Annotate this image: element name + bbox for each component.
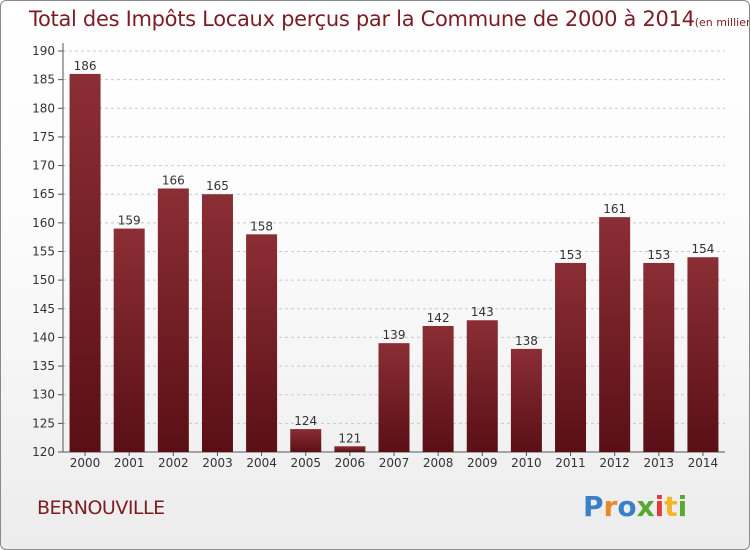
data-label-2008: 142	[427, 311, 450, 325]
x-tick-label-2001: 2001	[114, 456, 145, 470]
bar-2000	[69, 73, 101, 453]
logo-letter: r	[603, 490, 618, 523]
logo-letter: P	[583, 490, 604, 523]
bar-2010	[510, 348, 542, 452]
bar-2003	[201, 194, 233, 452]
y-tick-label: 130	[32, 388, 55, 402]
x-tick-label-2006: 2006	[335, 456, 366, 470]
bar-2011	[555, 262, 587, 452]
data-label-2003: 165	[206, 179, 229, 193]
logo-letter: o	[617, 490, 637, 523]
data-label-2001: 159	[118, 214, 141, 228]
logo-letter: i	[654, 490, 665, 523]
data-label-2007: 139	[383, 328, 406, 342]
data-label-2013: 153	[647, 248, 670, 262]
y-tick-labels: 120 125 130 135 140 145 150 155 160 165 170 175 180 1…	[32, 44, 55, 459]
y-tick-label: 135	[32, 359, 55, 373]
x-tick-label-2002: 2002	[158, 456, 189, 470]
x-tick-label-2004: 2004	[246, 456, 277, 470]
x-tick-labels: 2000 2001 2002 2003 2004 2005 2006 2007 2008 2009…	[70, 456, 718, 470]
data-label-2006: 121	[338, 431, 361, 445]
y-tick-label: 175	[32, 130, 55, 144]
x-tick-label-2008: 2008	[423, 456, 454, 470]
bar-2005	[290, 429, 322, 452]
data-label-2005: 124	[294, 414, 317, 428]
data-label-2009: 143	[471, 305, 494, 319]
y-tick-label: 180	[32, 101, 55, 115]
x-tick-label-2010: 2010	[511, 456, 542, 470]
data-label-2000: 186	[74, 59, 97, 73]
data-label-2010: 138	[515, 334, 538, 348]
data-labels: 186 159 166 165 158 124 121 139 142 143 138 153 161 1…	[74, 59, 715, 445]
logo-letter: x	[636, 490, 655, 523]
y-tick-label: 140	[32, 330, 55, 344]
bar-2004	[246, 234, 278, 452]
x-tick-label-2000: 2000	[70, 456, 101, 470]
data-label-2014: 154	[691, 242, 714, 256]
logo-letter: t	[664, 490, 678, 523]
y-tick-label: 150	[32, 273, 55, 287]
bar-2008	[422, 325, 454, 452]
bar-2009	[466, 320, 498, 452]
x-tick-label-2014: 2014	[688, 456, 719, 470]
y-tick-label: 170	[32, 159, 55, 173]
chart-title: Total des Impôts Locaux perçus par la Co…	[29, 7, 695, 31]
bar-2006	[334, 446, 366, 452]
x-tick-label-2003: 2003	[202, 456, 233, 470]
bar-2014	[687, 257, 719, 452]
y-tick-label: 120	[32, 445, 55, 459]
data-label-2011: 153	[559, 248, 582, 262]
logo-letter: i	[677, 490, 688, 523]
bar-2007	[378, 343, 410, 452]
proxiti-logo: Proxiti	[583, 490, 687, 523]
y-tick-label: 160	[32, 216, 55, 230]
data-label-2004: 158	[250, 219, 273, 233]
x-tick-label-2009: 2009	[467, 456, 498, 470]
y-tick-label: 155	[32, 245, 55, 259]
x-tick-label-2013: 2013	[644, 456, 675, 470]
x-tick-label-2011: 2011	[555, 456, 586, 470]
data-label-2012: 161	[603, 202, 626, 216]
y-tick-label: 145	[32, 302, 55, 316]
y-tick-label: 190	[32, 44, 55, 58]
x-tick-label-2007: 2007	[379, 456, 410, 470]
y-tick-label: 165	[32, 187, 55, 201]
chart-title-block: Total des Impôts Locaux perçus par la Co…	[29, 7, 749, 31]
bar-2001	[113, 228, 145, 452]
bar-2002	[157, 188, 189, 452]
bar-2012	[599, 217, 631, 452]
x-tick-label-2012: 2012	[599, 456, 630, 470]
y-tick-label: 185	[32, 73, 55, 87]
commune-name: BERNOUVILLE	[37, 497, 165, 519]
bars	[69, 73, 719, 453]
chart-unit: (en milliers d'€)	[694, 16, 749, 29]
data-label-2002: 166	[162, 173, 185, 187]
y-tick-label: 125	[32, 416, 55, 430]
x-tick-label-2005: 2005	[290, 456, 321, 470]
bar-2013	[643, 262, 675, 452]
